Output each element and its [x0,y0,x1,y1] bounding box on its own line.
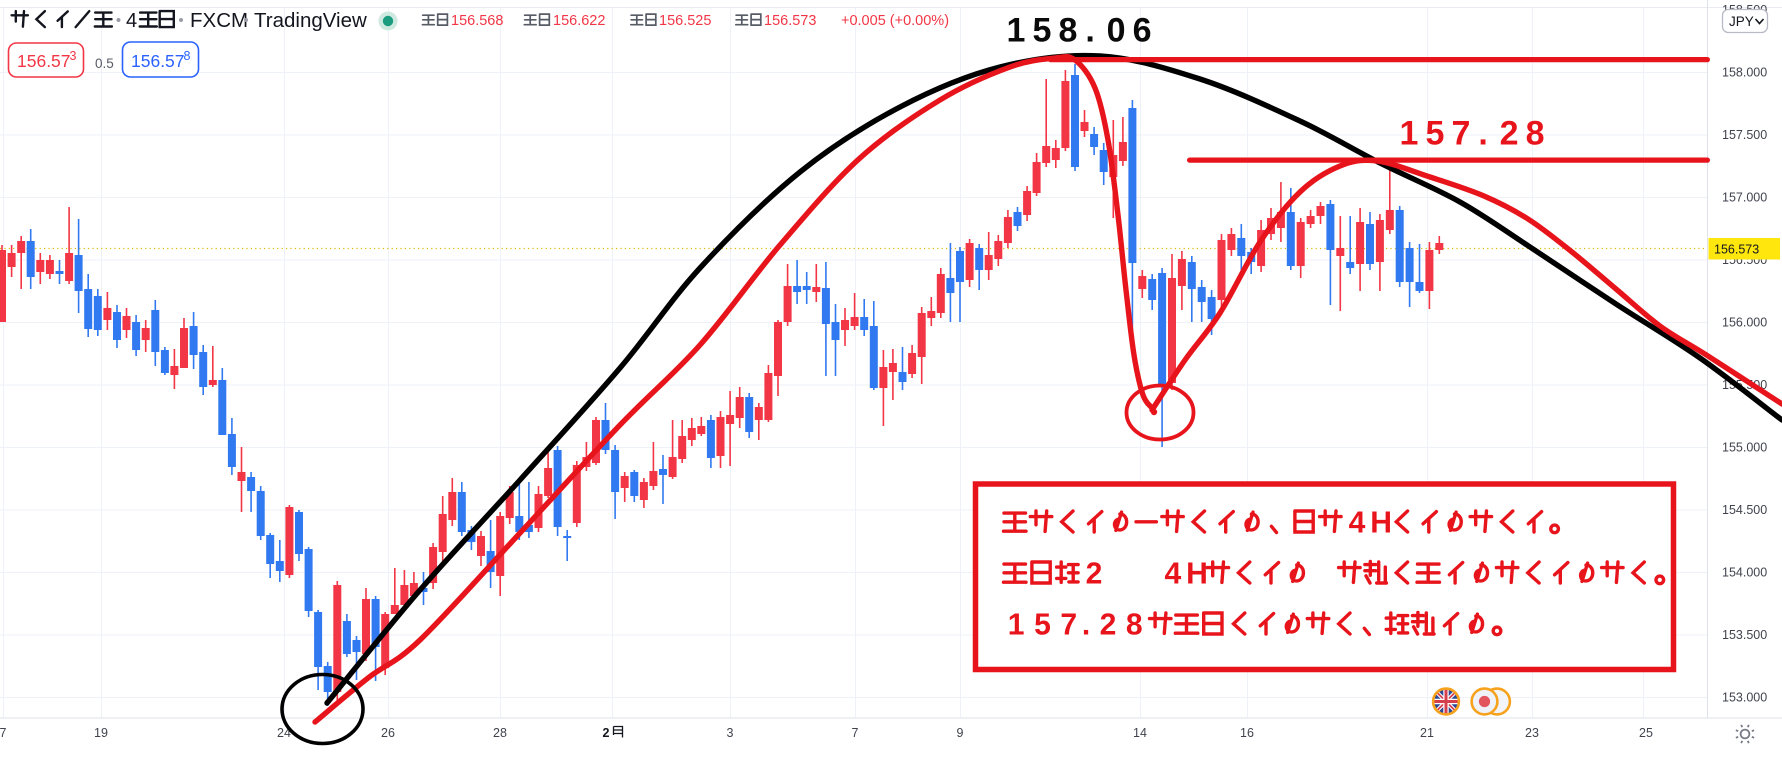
svg-text:156.000: 156.000 [1722,315,1767,329]
svg-text:156.57: 156.57 [131,51,185,71]
svg-text:5: 5 [1034,609,1051,642]
svg-text:4: 4 [126,10,137,32]
svg-text:1: 1 [1008,609,1025,642]
svg-text:2: 2 [1086,558,1103,591]
svg-text:23: 23 [1525,726,1539,740]
svg-text:158.000: 158.000 [1722,65,1767,79]
svg-text:19: 19 [94,726,108,740]
svg-text:14: 14 [1133,726,1147,740]
svg-text:8: 8 [1526,115,1545,153]
svg-text:8: 8 [1059,12,1078,50]
svg-text:2: 2 [603,726,610,740]
svg-text:5: 5 [1426,115,1445,153]
svg-text:5: 5 [1033,12,1052,50]
svg-text:JPY: JPY [1729,14,1754,29]
svg-text:156.568: 156.568 [451,13,503,29]
svg-text:154.000: 154.000 [1722,565,1767,579]
svg-text:7: 7 [1060,609,1077,642]
svg-text:16: 16 [1240,726,1254,740]
svg-text:7: 7 [1452,115,1471,153]
svg-text:157.500: 157.500 [1722,128,1767,142]
svg-text:153.500: 153.500 [1722,628,1767,642]
svg-text:TradingView: TradingView [254,9,367,32]
svg-text:3: 3 [70,49,77,63]
svg-text:154.500: 154.500 [1722,503,1767,517]
svg-text:156.57: 156.57 [17,51,71,71]
svg-text:0: 0 [1107,12,1126,50]
svg-text:9: 9 [957,726,964,740]
svg-text:7: 7 [852,726,859,740]
svg-text:2: 2 [1500,115,1519,153]
svg-text:156.525: 156.525 [659,13,711,29]
svg-text:0.5: 0.5 [95,56,114,71]
svg-text:6: 6 [1133,12,1152,50]
svg-text:.: . [1082,609,1090,642]
svg-text:25: 25 [1639,726,1653,740]
svg-text:156.573: 156.573 [1714,243,1759,257]
svg-text:.: . [1085,12,1094,50]
svg-text:8: 8 [184,49,191,63]
svg-text:28: 28 [493,726,507,740]
svg-text:H: H [1186,558,1208,591]
svg-text:+0.005 (+0.00%): +0.005 (+0.00%) [841,13,949,29]
svg-text:FXCM: FXCM [190,9,248,32]
svg-text:3: 3 [727,726,734,740]
svg-text:156.622: 156.622 [553,13,605,29]
svg-text:2: 2 [1100,609,1117,642]
svg-text:.: . [1478,115,1487,153]
svg-text:8: 8 [1126,609,1143,642]
svg-text:155.000: 155.000 [1722,440,1767,454]
svg-text:21: 21 [1420,726,1434,740]
svg-text:H: H [1370,507,1392,540]
svg-text:157.000: 157.000 [1722,190,1767,204]
svg-text:1: 1 [1007,12,1026,50]
svg-text:153.000: 153.000 [1722,690,1767,704]
svg-text:4: 4 [1349,507,1366,540]
svg-text:4: 4 [1165,558,1182,591]
svg-text:1: 1 [1400,115,1419,153]
svg-text:7: 7 [0,726,7,740]
svg-text:26: 26 [381,726,395,740]
svg-text:156.573: 156.573 [764,13,816,29]
